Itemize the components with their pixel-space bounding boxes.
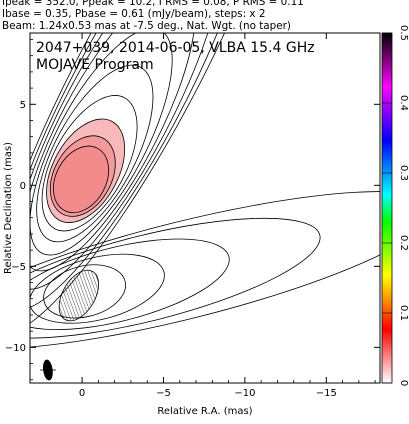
- y-tick-label: −10: [5, 343, 26, 354]
- ti-contour: [41, 95, 138, 232]
- axis-ticks: 0 −5 −10 −15 5 0 −5 −10: [5, 33, 380, 399]
- pi-contour: [30, 217, 321, 339]
- ti-contour: [30, 33, 252, 311]
- beam-ellipse: [39, 359, 56, 381]
- y-tick-label: 0: [20, 181, 26, 192]
- ti-contour: [53, 145, 109, 214]
- pi-contour: [43, 264, 126, 319]
- ti-contour: [36, 64, 154, 243]
- header-line-2: Ibase = 0.35, Pbase = 0.61 (mJy/beam), s…: [2, 8, 266, 20]
- total-intensity-contours: [30, 33, 286, 334]
- ti-contour: [30, 33, 196, 272]
- x-tick-label: 0: [79, 388, 85, 399]
- colorbar-tick-label: 0: [398, 380, 409, 386]
- chart-title: 2047+039, 2014-06-05, VLBA 15.4 GHz: [36, 40, 315, 56]
- header-line-3: Beam: 1.24x0.53 mas at -7.5 deg., Nat. W…: [2, 20, 291, 32]
- x-tick-label: −10: [234, 388, 255, 399]
- colorbar-tick-label: 0.3: [398, 165, 409, 181]
- colorbar-tick-label: 0.2: [398, 235, 409, 251]
- y-tick-label: 5: [20, 100, 26, 111]
- y-axis-title: Relative Declination (mas): [3, 142, 14, 274]
- ti-contour: [30, 33, 222, 290]
- colorbar: [381, 32, 393, 384]
- colorbar-tick-label: 0.1: [398, 305, 409, 321]
- x-tick-label: −15: [316, 388, 337, 399]
- plot-area: [30, 33, 380, 381]
- plot-frame: [29, 32, 381, 384]
- pi-hatched-knot: [58, 269, 99, 322]
- ti-contour: [30, 33, 173, 256]
- pi-contour: [30, 238, 230, 330]
- chart-subtitle: MOJAVE Program: [36, 57, 154, 73]
- polarized-intensity-contours: [30, 191, 380, 350]
- colorbar-labels: 0 0.1 0.2 0.3 0.4 0.5: [382, 25, 409, 386]
- colorbar-tick-label: 0.4: [398, 95, 409, 111]
- header-line-1: Ipeak = 352.0, Ppeak = 10.2, I RMS = 0.0…: [2, 0, 304, 8]
- pi-contour: [30, 191, 380, 350]
- y-tick-label: −5: [11, 262, 26, 273]
- colorbar-tick-label: 0.5: [398, 25, 409, 41]
- ti-contour: [30, 33, 286, 334]
- x-axis-title: Relative R.A. (mas): [157, 406, 252, 417]
- x-tick-label: −5: [156, 388, 171, 399]
